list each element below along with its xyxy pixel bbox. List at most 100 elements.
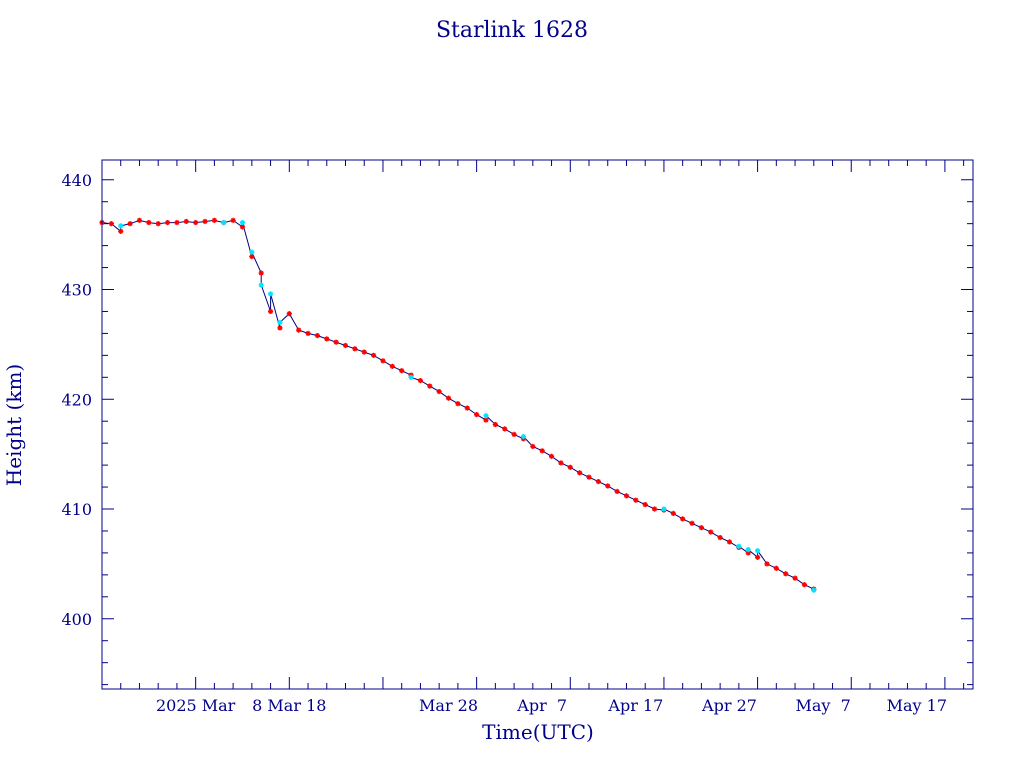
x-tick-labels: 2025 Mar 8 Mar 18 Mar 28 Apr 7 Apr 17 Apr 27 M… (156, 696, 947, 715)
data-point-cyan (249, 249, 255, 255)
data-point-red (726, 539, 733, 545)
data-point-cyan (811, 587, 817, 593)
data-point-red (193, 219, 199, 226)
data-point-red (239, 224, 246, 230)
data-point-red (249, 253, 255, 260)
data-point-red (605, 483, 611, 489)
data-point-red (511, 431, 517, 437)
data-point-cyan (239, 219, 246, 226)
data-point-red (202, 218, 208, 225)
data-point-cyan (221, 219, 227, 226)
data-point-red (324, 336, 330, 342)
data-point-red (230, 217, 236, 223)
data-point-red (296, 327, 302, 333)
x-tick-label: 2025 Mar (156, 696, 236, 715)
x-tick-label: Mar 28 (419, 696, 478, 715)
data-point-cyan (277, 319, 283, 326)
data-point-red (502, 426, 508, 432)
x-tick-label: Apr 17 (607, 696, 663, 715)
data-point-red (783, 571, 789, 577)
data-point-red (286, 311, 292, 317)
data-point-red (371, 352, 377, 358)
data-point-red (183, 218, 189, 225)
data-point-red (633, 497, 639, 503)
data-point-red (127, 221, 133, 227)
data-point-red (146, 219, 152, 226)
data-point-cyan (661, 506, 667, 512)
data-point-red (333, 339, 339, 345)
data-point-red (642, 502, 648, 508)
data-point-red (773, 565, 779, 571)
x-tick-label: 8 Mar 18 (252, 696, 326, 715)
data-point-red (267, 308, 274, 315)
data-point-red (380, 358, 386, 364)
data-point-red (136, 217, 143, 223)
data-point-red (417, 377, 424, 384)
data-point-cyan (267, 291, 274, 297)
data-point-red (567, 464, 573, 470)
data-point-red (670, 510, 676, 516)
data-point-red (445, 395, 452, 401)
data-point-red (389, 363, 395, 369)
data-point-red (698, 525, 704, 531)
data-point-red (614, 488, 620, 495)
chart-title: Starlink 1628 (436, 18, 588, 43)
data-point-red (539, 448, 545, 454)
data-point-red (558, 460, 564, 466)
data-point-red (801, 582, 808, 588)
data-point-red (623, 493, 630, 499)
data-point-cyan (118, 223, 124, 229)
data-point-red (258, 270, 264, 276)
x-tick-label: May 7 (795, 696, 850, 715)
data-point-red (399, 368, 405, 374)
y-tick-label: 410 (61, 500, 92, 519)
data-point-red (155, 221, 161, 227)
x-tick-label: Apr 27 (701, 696, 757, 715)
data-point-cyan (408, 374, 414, 380)
y-tick-labels: 400 410 420 430 440 (61, 171, 92, 629)
data-point-red (455, 401, 461, 407)
y-tick-label: 430 (61, 281, 92, 300)
axis-ticks (101, 160, 973, 689)
data-point-red (595, 478, 601, 485)
data-point-red (352, 346, 358, 352)
data-point-cyan (520, 433, 527, 440)
data-point-red (680, 516, 686, 522)
data-point-red (689, 520, 695, 526)
data-point-cyan (745, 547, 751, 553)
y-axis-label: Height (km) (2, 364, 26, 486)
plot-frame (101, 159, 974, 690)
x-axis-label: Time(UTC) (482, 720, 594, 744)
data-point-red (464, 405, 470, 411)
data-point-red (118, 228, 124, 234)
data-point-red (277, 325, 283, 331)
data-point-red (530, 443, 536, 450)
data-point-red (474, 412, 480, 418)
data-point-red (577, 470, 583, 476)
data-point-red (708, 529, 714, 535)
x-tick-label: May 17 (887, 696, 947, 715)
data-point-red (586, 474, 592, 480)
x-tick-label: Apr 7 (516, 696, 567, 715)
data-point-cyan (483, 413, 489, 419)
data-point-red (314, 333, 321, 339)
data-point-red (651, 506, 658, 512)
data-point-red (483, 417, 489, 423)
data-point-red (342, 342, 349, 349)
data-point-red (211, 217, 217, 223)
y-tick-label: 400 (61, 610, 92, 629)
data-point-red (764, 561, 770, 567)
y-tick-label: 440 (61, 171, 92, 190)
data-point-red (717, 534, 723, 541)
data-point-cyan (736, 543, 742, 549)
data-point-red (164, 219, 171, 226)
data-point-red (361, 349, 367, 355)
data-point-red (492, 421, 498, 428)
data-point-red (436, 388, 442, 395)
data-point-cyan (258, 282, 264, 288)
data-point-red (792, 575, 798, 581)
y-tick-label: 420 (61, 390, 92, 409)
data-point-red (754, 554, 761, 560)
data-point-red (174, 219, 180, 226)
data-point-red (305, 330, 311, 337)
